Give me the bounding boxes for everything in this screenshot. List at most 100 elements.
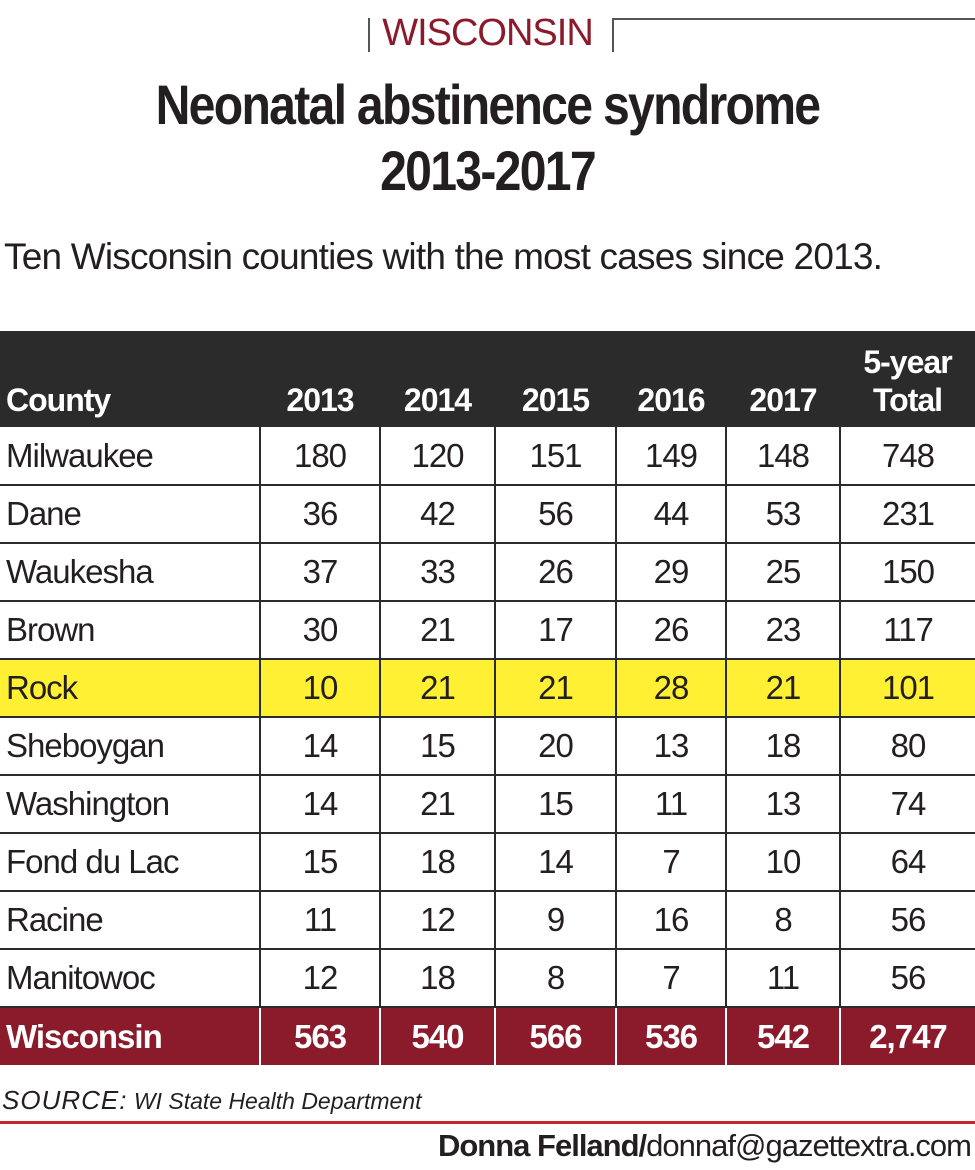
cell-2017: 21 xyxy=(725,659,840,718)
cell-county: Washington xyxy=(0,775,260,834)
header-2014: 2014 xyxy=(403,382,472,418)
total-2013: 563 xyxy=(259,1007,380,1065)
kicker-label: WISCONSIN xyxy=(382,12,594,54)
cell-2017: 25 xyxy=(725,543,840,602)
cell-2016: 149 xyxy=(615,427,726,486)
header-total-line-2: Total xyxy=(872,382,943,418)
cell-2015: 8 xyxy=(494,949,616,1008)
cell-2013: 37 xyxy=(259,543,380,602)
cell-2015: 56 xyxy=(494,485,616,544)
cell-2015: 21 xyxy=(494,659,616,718)
credit: Donna Felland/donnaf@gazettextra.com xyxy=(438,1128,972,1164)
cell-2015: 20 xyxy=(494,717,616,776)
cell-2014: 12 xyxy=(379,891,495,950)
cell-5yr: 56 xyxy=(839,949,975,1008)
cell-5yr: 74 xyxy=(839,775,975,834)
cell-2014: 42 xyxy=(379,485,495,544)
cell-2014: 120 xyxy=(379,427,495,486)
cell-5yr: 231 xyxy=(839,485,975,544)
kicker-block: WISCONSIN xyxy=(0,10,975,54)
cell-2013: 11 xyxy=(259,891,380,950)
cell-2013: 12 xyxy=(259,949,380,1008)
cell-2014: 18 xyxy=(379,833,495,892)
cell-2013: 14 xyxy=(259,775,380,834)
table-header-row: County 2013 2014 2015 2016 2017 5-year T… xyxy=(0,331,975,427)
table-row: Manitowoc 12 18 8 7 11 56 xyxy=(0,949,975,1008)
source-label: SOURCE: xyxy=(2,1085,128,1115)
cell-2016: 13 xyxy=(615,717,726,776)
cell-county: Rock xyxy=(0,659,260,718)
cell-2013: 180 xyxy=(259,427,380,486)
table-row: Rock 10 21 21 28 21 101 xyxy=(0,659,975,718)
table-row: Fond du Lac 15 18 14 7 10 64 xyxy=(0,833,975,892)
cell-2017: 148 xyxy=(725,427,840,486)
cell-county: Waukesha xyxy=(0,543,260,602)
cell-county: Brown xyxy=(0,601,260,660)
cell-2017: 11 xyxy=(725,949,840,1008)
table-total-row: Wisconsin 563 540 566 536 542 2,747 xyxy=(0,1007,975,1065)
title-line-2: 2013-2017 xyxy=(380,139,597,202)
cell-2015: 9 xyxy=(494,891,616,950)
kicker-right-line xyxy=(612,18,975,20)
data-table: County 2013 2014 2015 2016 2017 5-year T… xyxy=(0,331,975,1065)
source-note: SOURCE: WI State Health Department xyxy=(2,1085,421,1116)
table-row: Washington 14 21 15 11 13 74 xyxy=(0,775,975,834)
total-5yr: 2,747 xyxy=(839,1007,975,1065)
header-2013: 2013 xyxy=(286,382,354,418)
cell-2016: 44 xyxy=(615,485,726,544)
title-line-1: Neonatal abstinence syndrome xyxy=(155,73,821,136)
cell-2015: 26 xyxy=(494,543,616,602)
table-row: Racine 11 12 9 16 8 56 xyxy=(0,891,975,950)
table-row: Milwaukee 180 120 151 149 148 748 xyxy=(0,427,975,486)
header-2015: 2015 xyxy=(521,382,590,418)
cell-2013: 14 xyxy=(259,717,380,776)
cell-2013: 15 xyxy=(259,833,380,892)
total-2016: 536 xyxy=(615,1007,726,1065)
cell-5yr: 748 xyxy=(839,427,975,486)
cell-county: Manitowoc xyxy=(0,949,260,1008)
cell-2017: 18 xyxy=(725,717,840,776)
credit-email: donnaf@gazettextra.com xyxy=(646,1128,972,1163)
cell-2014: 21 xyxy=(379,775,495,834)
total-2017: 542 xyxy=(725,1007,840,1065)
chart-subtitle: Ten Wisconsin counties with the most cas… xyxy=(4,236,883,277)
table-row: Waukesha 37 33 26 29 25 150 xyxy=(0,543,975,602)
cell-5yr: 101 xyxy=(839,659,975,718)
cell-5yr: 150 xyxy=(839,543,975,602)
header-total: 5-year Total xyxy=(840,331,975,427)
chart-title: Neonatal abstinence syndrome 2013-2017 xyxy=(68,72,907,204)
header-county: County xyxy=(6,382,111,418)
cell-5yr: 117 xyxy=(839,601,975,660)
cell-2016: 26 xyxy=(615,601,726,660)
cell-2014: 15 xyxy=(379,717,495,776)
cell-2014: 18 xyxy=(379,949,495,1008)
cell-2015: 15 xyxy=(494,775,616,834)
footer-rule xyxy=(0,1121,975,1124)
cell-2014: 33 xyxy=(379,543,495,602)
cell-2017: 53 xyxy=(725,485,840,544)
cell-2017: 13 xyxy=(725,775,840,834)
table-row: Sheboygan 14 15 20 13 18 80 xyxy=(0,717,975,776)
cell-2014: 21 xyxy=(379,601,495,660)
cell-2017: 8 xyxy=(725,891,840,950)
cell-2017: 10 xyxy=(725,833,840,892)
total-county: Wisconsin xyxy=(6,1017,163,1055)
cell-5yr: 64 xyxy=(839,833,975,892)
cell-2015: 14 xyxy=(494,833,616,892)
table-row: Dane 36 42 56 44 53 231 xyxy=(0,485,975,544)
cell-2015: 17 xyxy=(494,601,616,660)
cell-5yr: 80 xyxy=(839,717,975,776)
cell-2013: 36 xyxy=(259,485,380,544)
total-2015: 566 xyxy=(494,1007,616,1065)
cell-2016: 28 xyxy=(615,659,726,718)
kicker-right-tick xyxy=(612,18,614,52)
cell-2016: 29 xyxy=(615,543,726,602)
source-text: WI State Health Department xyxy=(133,1088,422,1114)
cell-2016: 7 xyxy=(615,949,726,1008)
cell-2014: 21 xyxy=(379,659,495,718)
cell-county: Milwaukee xyxy=(0,427,260,486)
cell-2013: 10 xyxy=(259,659,380,718)
cell-5yr: 56 xyxy=(839,891,975,950)
cell-2013: 30 xyxy=(259,601,380,660)
cell-county: Sheboygan xyxy=(0,717,260,776)
